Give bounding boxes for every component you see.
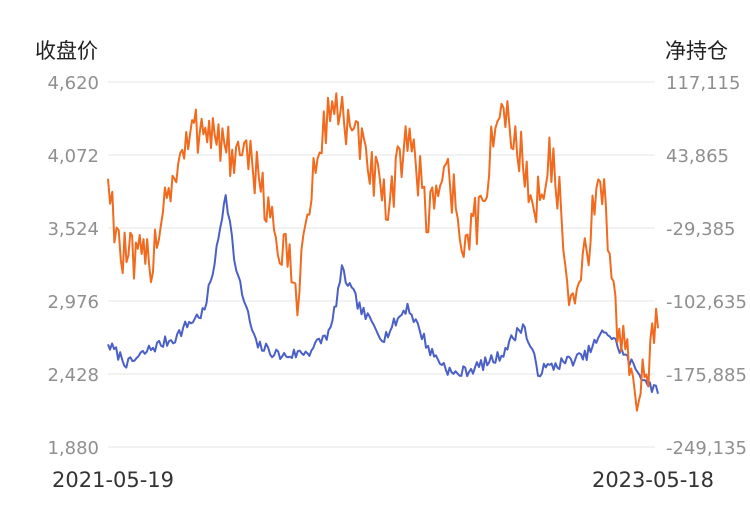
plot-lines: [107, 92, 659, 412]
right-tick-label: -249,135: [666, 438, 747, 459]
x-tick-label-end: 2023-05-18: [591, 468, 714, 492]
right-tick-label: -175,885: [666, 365, 747, 386]
left-tick-label: 4,620: [47, 73, 99, 94]
x-tick-label-start: 2021-05-19: [52, 468, 175, 492]
left-tick-label: 1,880: [47, 438, 99, 459]
right-tick-label: 117,115: [666, 73, 740, 94]
left-axis-ticks: 4,620 4,072 3,524 2,976 2,428 1,880: [47, 73, 99, 459]
right-axis-ticks: 117,115 43,865 -29,385 -102,635 -175,885 -249…: [666, 73, 747, 459]
right-tick-label: -29,385: [666, 219, 735, 240]
left-tick-label: 3,524: [47, 219, 99, 240]
left-tick-label: 2,428: [47, 365, 99, 386]
right-axis-title: 净持仓: [665, 39, 728, 63]
left-tick-label: 4,072: [47, 146, 99, 167]
close-price-line: [107, 194, 659, 394]
left-tick-label: 2,976: [47, 292, 99, 313]
left-axis-title: 收盘价: [35, 39, 98, 63]
right-tick-label: -102,635: [666, 292, 747, 313]
gridlines: [108, 81, 655, 448]
net-position-line: [107, 92, 659, 412]
right-tick-label: 43,865: [666, 146, 729, 167]
